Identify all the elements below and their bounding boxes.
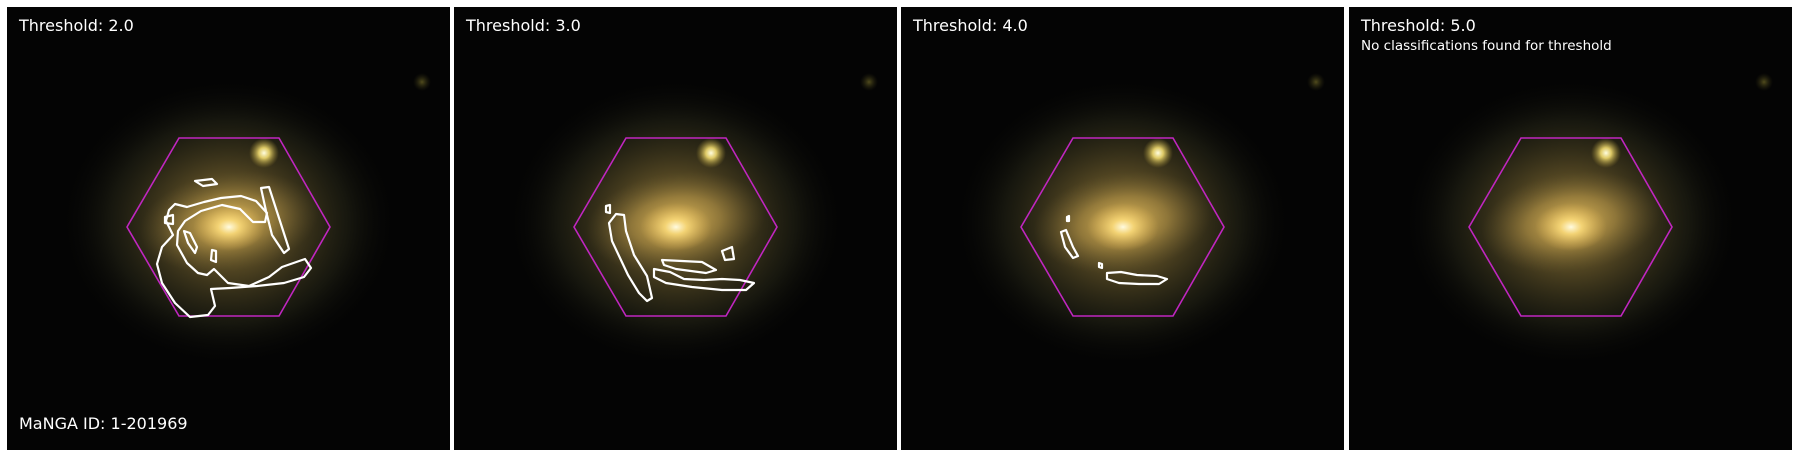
ifu-hexagon — [573, 137, 778, 317]
no-classifications-note: No classifications found for threshold — [1361, 38, 1612, 54]
contour-group — [155, 177, 313, 319]
threshold-label: Threshold: 4.0 — [913, 16, 1028, 35]
threshold-label: Threshold: 3.0 — [466, 16, 581, 35]
galaxy-image — [7, 7, 450, 450]
ifu-hexagon — [1020, 137, 1225, 317]
threshold-label: Threshold: 5.0 — [1361, 16, 1476, 35]
panel-threshold-4: Threshold: 4.0 — [901, 7, 1344, 450]
manga-id-label: MaNGA ID: 1-201969 — [19, 414, 188, 433]
ifu-hexagon — [126, 137, 331, 317]
galaxy-image — [901, 7, 1344, 450]
contour-group — [604, 203, 756, 303]
galaxy-image — [454, 7, 897, 450]
ifu-hexagon — [1468, 137, 1673, 317]
panel-threshold-2: Threshold: 2.0 MaNGA ID: 1-201969 — [7, 7, 450, 450]
panel-threshold-5: Threshold: 5.0 No classifications found … — [1349, 7, 1792, 450]
threshold-label: Threshold: 2.0 — [19, 16, 134, 35]
panel-threshold-3: Threshold: 3.0 — [454, 7, 897, 450]
contour-group — [1059, 214, 1169, 286]
galaxy-image — [1349, 7, 1792, 450]
